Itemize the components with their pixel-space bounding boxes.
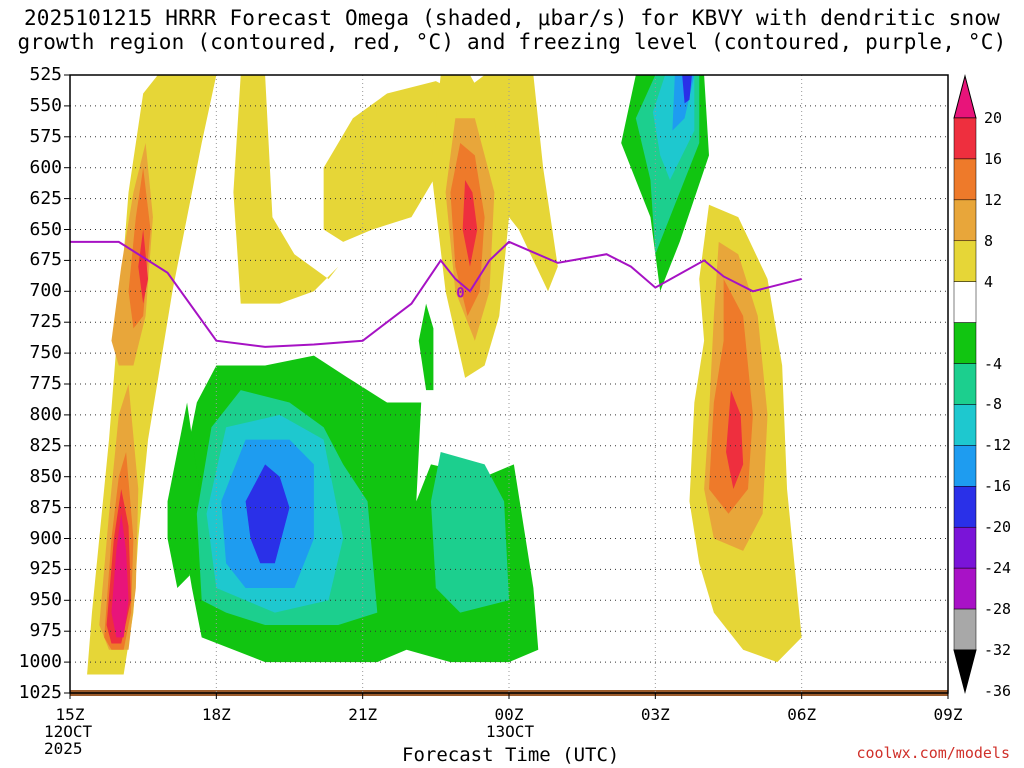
x-date-label-13oct: 13OCT — [485, 722, 535, 741]
colorbar-bin-4 — [953, 240, 977, 282]
omega-region-early-column-red-upper — [138, 229, 149, 304]
freezing-level-line — [70, 240, 802, 348]
colorbar-label-20: 20 — [984, 109, 1003, 127]
omega-region-teal-0300-blob — [430, 451, 509, 613]
omega-region-upper-band-0000 — [323, 75, 558, 292]
y-tick-label-525: 525 — [29, 64, 62, 85]
y-tick-label-900: 900 — [29, 527, 62, 549]
colorbar-bin-7 — [953, 363, 977, 405]
colorbar-label-12: 12 — [984, 190, 1003, 209]
x-tick-label-21Z: 21Z — [348, 705, 378, 724]
colorbar-label--4: -4 — [984, 354, 1003, 373]
y-tick-label-675: 675 — [29, 249, 62, 271]
omega-region-green-0300-tail — [418, 303, 434, 391]
y-tick-label-700: 700 — [29, 280, 62, 302]
x-tick-label-09Z: 09Z — [933, 705, 963, 724]
colorbar-label-8: 8 — [984, 231, 994, 250]
colorbar-label--32: -32 — [984, 641, 1012, 659]
colorbar-bin-13 — [953, 608, 977, 651]
colorbar-label--28: -28 — [984, 600, 1012, 619]
colorbar-label-16: 16 — [984, 149, 1003, 168]
y-tick-label-850: 850 — [29, 465, 62, 487]
colorbar-label--16: -16 — [984, 477, 1012, 496]
y-tick-label-800: 800 — [29, 403, 62, 425]
omega-region-early-column-magenta — [111, 513, 129, 638]
x-date-label-year: 2025 — [44, 739, 83, 758]
y-tick-label-600: 600 — [29, 156, 62, 178]
y-tick-label-650: 650 — [29, 218, 62, 240]
omega-region-upper-band-2100 — [233, 75, 339, 304]
y-tick-label-1025: 1025 — [18, 682, 62, 703]
y-tick-label-775: 775 — [29, 373, 62, 394]
x-tick-label-18Z: 18Z — [201, 705, 231, 724]
colorbar-bin-2 — [953, 158, 977, 201]
colorbar-bin-5 — [953, 281, 977, 323]
colorbar-bottom-triangle — [953, 649, 977, 694]
colorbar-bin-6 — [953, 322, 977, 364]
chart-title: 2025101215 HRRR Forecast Omega (shaded, … — [0, 6, 1024, 54]
y-tick-label-975: 975 — [29, 620, 62, 642]
title-line-1: 2025101215 HRRR Forecast Omega (shaded, … — [23, 6, 1001, 30]
x-tick-label-06Z: 06Z — [787, 705, 817, 724]
y-tick-label-875: 875 — [29, 496, 62, 518]
y-tick-label-1000: 1000 — [18, 651, 62, 673]
y-tick-label-750: 750 — [29, 342, 62, 364]
y-tick-label-925: 925 — [29, 558, 62, 580]
colorbar-bin-3 — [953, 199, 977, 242]
colorbar-label--8: -8 — [984, 395, 1003, 414]
colorbar-bin-10 — [953, 486, 977, 528]
omega-region-dark-blue-2100-core — [245, 464, 290, 564]
title-line-2: growth region (contoured, red, °C) and f… — [17, 30, 1007, 54]
x-date-label-12oct: 12OCT — [44, 722, 93, 741]
colorbar-label--36: -36 — [984, 681, 1012, 700]
x-tick-label-00Z: 00Z — [494, 705, 524, 724]
x-axis-title: Forecast Time (UTC) — [402, 744, 620, 766]
y-tick-label-575: 575 — [29, 125, 62, 147]
colorbar-label--24: -24 — [984, 559, 1012, 578]
x-tick-label-15Z: 15Z — [55, 705, 85, 724]
colorbar-bin-12 — [953, 567, 977, 610]
colorbar-bin-1 — [953, 117, 977, 160]
y-tick-label-725: 725 — [29, 311, 62, 333]
y-tick-label-825: 825 — [29, 434, 62, 456]
colorbar-bin-11 — [953, 526, 977, 569]
colorbar-bin-9 — [953, 445, 977, 487]
colorbar-top-triangle — [953, 74, 977, 119]
omega-region-red-0400-column — [462, 180, 478, 267]
freezing-level-label: 0 — [456, 285, 464, 301]
colorbar-label--12: -12 — [984, 436, 1012, 455]
colorbar-label--20: -20 — [984, 518, 1012, 537]
y-tick-label-550: 550 — [29, 94, 62, 116]
omega-region-darkblue-0600-wedge — [682, 75, 692, 104]
x-tick-label-03Z: 03Z — [640, 705, 670, 724]
y-tick-label-950: 950 — [29, 589, 62, 611]
watermark-text: coolwx.com/models — [856, 744, 1010, 762]
omega-region-green-1800-spike — [167, 402, 200, 588]
y-tick-label-625: 625 — [29, 187, 62, 209]
colorbar-bin-8 — [953, 404, 977, 446]
colorbar-label-4: 4 — [984, 272, 994, 291]
